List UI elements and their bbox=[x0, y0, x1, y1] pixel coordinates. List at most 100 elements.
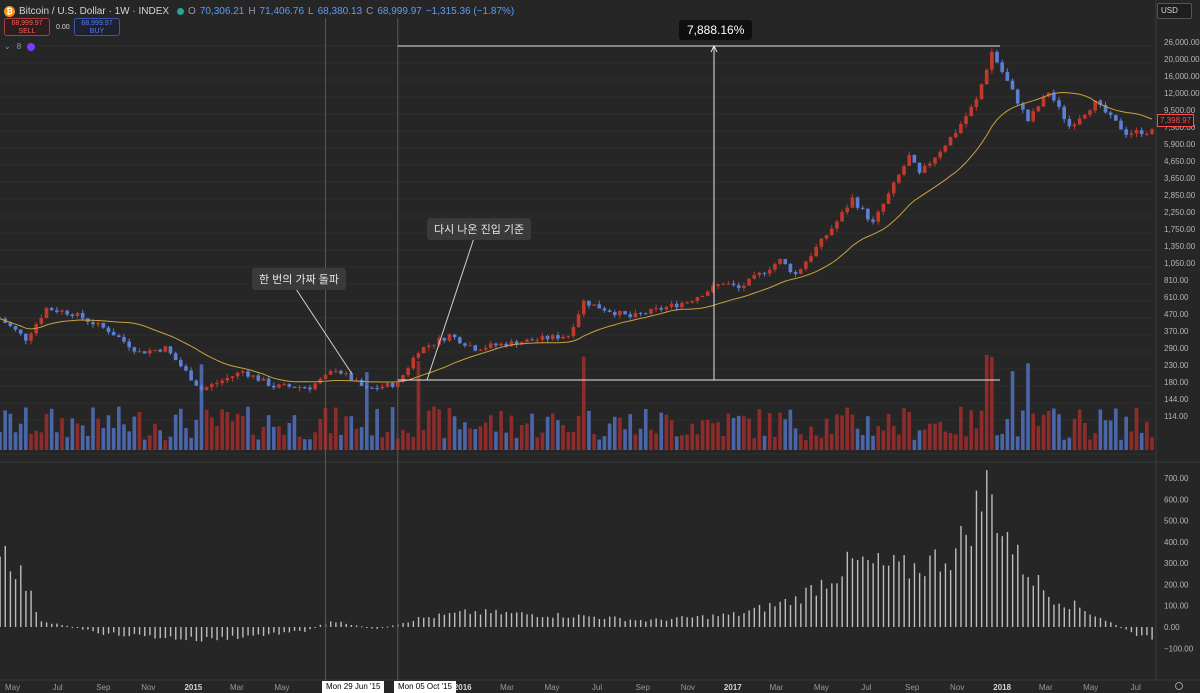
candle[interactable] bbox=[664, 306, 669, 310]
candle[interactable] bbox=[127, 341, 131, 348]
candle[interactable] bbox=[432, 344, 436, 346]
candle[interactable] bbox=[194, 380, 199, 386]
candle[interactable] bbox=[359, 379, 364, 386]
candle[interactable] bbox=[437, 338, 441, 345]
candle[interactable] bbox=[468, 345, 472, 347]
candle[interactable] bbox=[344, 373, 348, 375]
candle[interactable] bbox=[674, 303, 679, 308]
candle[interactable] bbox=[814, 246, 819, 257]
candle[interactable] bbox=[953, 133, 958, 138]
candle[interactable] bbox=[1124, 129, 1128, 135]
candle[interactable] bbox=[1036, 106, 1041, 112]
candle[interactable] bbox=[447, 334, 452, 341]
candle[interactable] bbox=[783, 259, 788, 265]
candle[interactable] bbox=[907, 154, 912, 167]
candle[interactable] bbox=[1119, 120, 1123, 130]
candle[interactable] bbox=[633, 312, 638, 318]
candle[interactable] bbox=[49, 308, 54, 311]
candle[interactable] bbox=[845, 207, 850, 213]
candle[interactable] bbox=[561, 336, 565, 339]
candle[interactable] bbox=[829, 228, 834, 236]
candle[interactable] bbox=[669, 303, 674, 307]
candle[interactable] bbox=[922, 165, 927, 173]
candle[interactable] bbox=[566, 335, 571, 337]
candle[interactable] bbox=[452, 334, 457, 338]
candle[interactable] bbox=[1103, 104, 1108, 113]
candle[interactable] bbox=[406, 368, 410, 376]
candle[interactable] bbox=[990, 51, 994, 70]
candle[interactable] bbox=[333, 370, 338, 372]
candle[interactable] bbox=[757, 272, 762, 276]
candle[interactable] bbox=[60, 310, 64, 312]
candle[interactable] bbox=[804, 261, 808, 270]
candle[interactable] bbox=[886, 193, 891, 204]
candle[interactable] bbox=[1139, 130, 1144, 135]
candle[interactable] bbox=[55, 310, 59, 312]
candle[interactable] bbox=[271, 385, 276, 388]
candle[interactable] bbox=[370, 387, 374, 389]
candle[interactable] bbox=[411, 357, 416, 369]
candle[interactable] bbox=[297, 387, 302, 389]
candle[interactable] bbox=[855, 197, 860, 208]
candle[interactable] bbox=[835, 221, 839, 229]
candle[interactable] bbox=[122, 337, 126, 342]
measure-percent-label[interactable]: 7,888.16% bbox=[679, 20, 753, 40]
candle[interactable] bbox=[18, 329, 23, 334]
candle[interactable] bbox=[473, 345, 478, 351]
candle[interactable] bbox=[752, 275, 757, 279]
candle[interactable] bbox=[390, 382, 395, 388]
indicators-toggle[interactable]: ⌄ 8 bbox=[4, 42, 36, 51]
candle[interactable] bbox=[597, 304, 602, 309]
candle[interactable] bbox=[1145, 133, 1149, 135]
candle[interactable] bbox=[1052, 92, 1056, 101]
candle[interactable] bbox=[793, 272, 798, 275]
candle[interactable] bbox=[809, 256, 813, 262]
candle[interactable] bbox=[654, 308, 658, 310]
candle[interactable] bbox=[1088, 110, 1092, 115]
candle[interactable] bbox=[509, 341, 514, 347]
candle[interactable] bbox=[891, 182, 896, 194]
gear-icon[interactable] bbox=[1175, 682, 1183, 690]
candle[interactable] bbox=[101, 322, 106, 328]
candle[interactable] bbox=[364, 385, 369, 388]
candle[interactable] bbox=[39, 317, 44, 325]
candle[interactable] bbox=[1129, 133, 1134, 135]
candle[interactable] bbox=[1026, 109, 1030, 122]
candle[interactable] bbox=[762, 272, 767, 274]
buy-button[interactable]: 68,999.97 BUY bbox=[74, 18, 120, 36]
candle[interactable] bbox=[1057, 100, 1061, 107]
candle[interactable] bbox=[618, 311, 622, 316]
candle[interactable] bbox=[576, 314, 581, 328]
candle[interactable] bbox=[773, 264, 777, 270]
candle[interactable] bbox=[747, 278, 751, 286]
candle[interactable] bbox=[628, 314, 633, 318]
candle[interactable] bbox=[1015, 89, 1020, 104]
candle[interactable] bbox=[726, 283, 731, 285]
sell-button[interactable]: 68,999.97 SELL bbox=[4, 18, 50, 36]
candle[interactable] bbox=[184, 366, 188, 371]
candle[interactable] bbox=[282, 384, 286, 386]
candle[interactable] bbox=[220, 380, 224, 384]
candle[interactable] bbox=[240, 371, 245, 373]
candle[interactable] bbox=[117, 335, 121, 338]
candle[interactable] bbox=[96, 322, 100, 325]
candle[interactable] bbox=[984, 69, 989, 85]
candle[interactable] bbox=[1021, 103, 1025, 110]
candle[interactable] bbox=[964, 116, 968, 124]
candle[interactable] bbox=[550, 335, 555, 340]
candle[interactable] bbox=[659, 308, 664, 310]
candle[interactable] bbox=[168, 346, 173, 354]
candle[interactable] bbox=[189, 370, 193, 381]
candle[interactable] bbox=[871, 219, 875, 222]
candle[interactable] bbox=[850, 197, 855, 208]
annotation-entry-again[interactable]: 다시 나온 진입 기준 bbox=[427, 218, 532, 240]
candle[interactable] bbox=[581, 300, 586, 315]
candle[interactable] bbox=[1031, 111, 1035, 122]
candle[interactable] bbox=[928, 163, 932, 166]
candle[interactable] bbox=[1041, 96, 1046, 107]
candle[interactable] bbox=[328, 371, 333, 375]
candle[interactable] bbox=[442, 338, 447, 341]
candle[interactable] bbox=[876, 211, 881, 222]
candle[interactable] bbox=[959, 123, 963, 134]
candle[interactable] bbox=[148, 350, 152, 354]
